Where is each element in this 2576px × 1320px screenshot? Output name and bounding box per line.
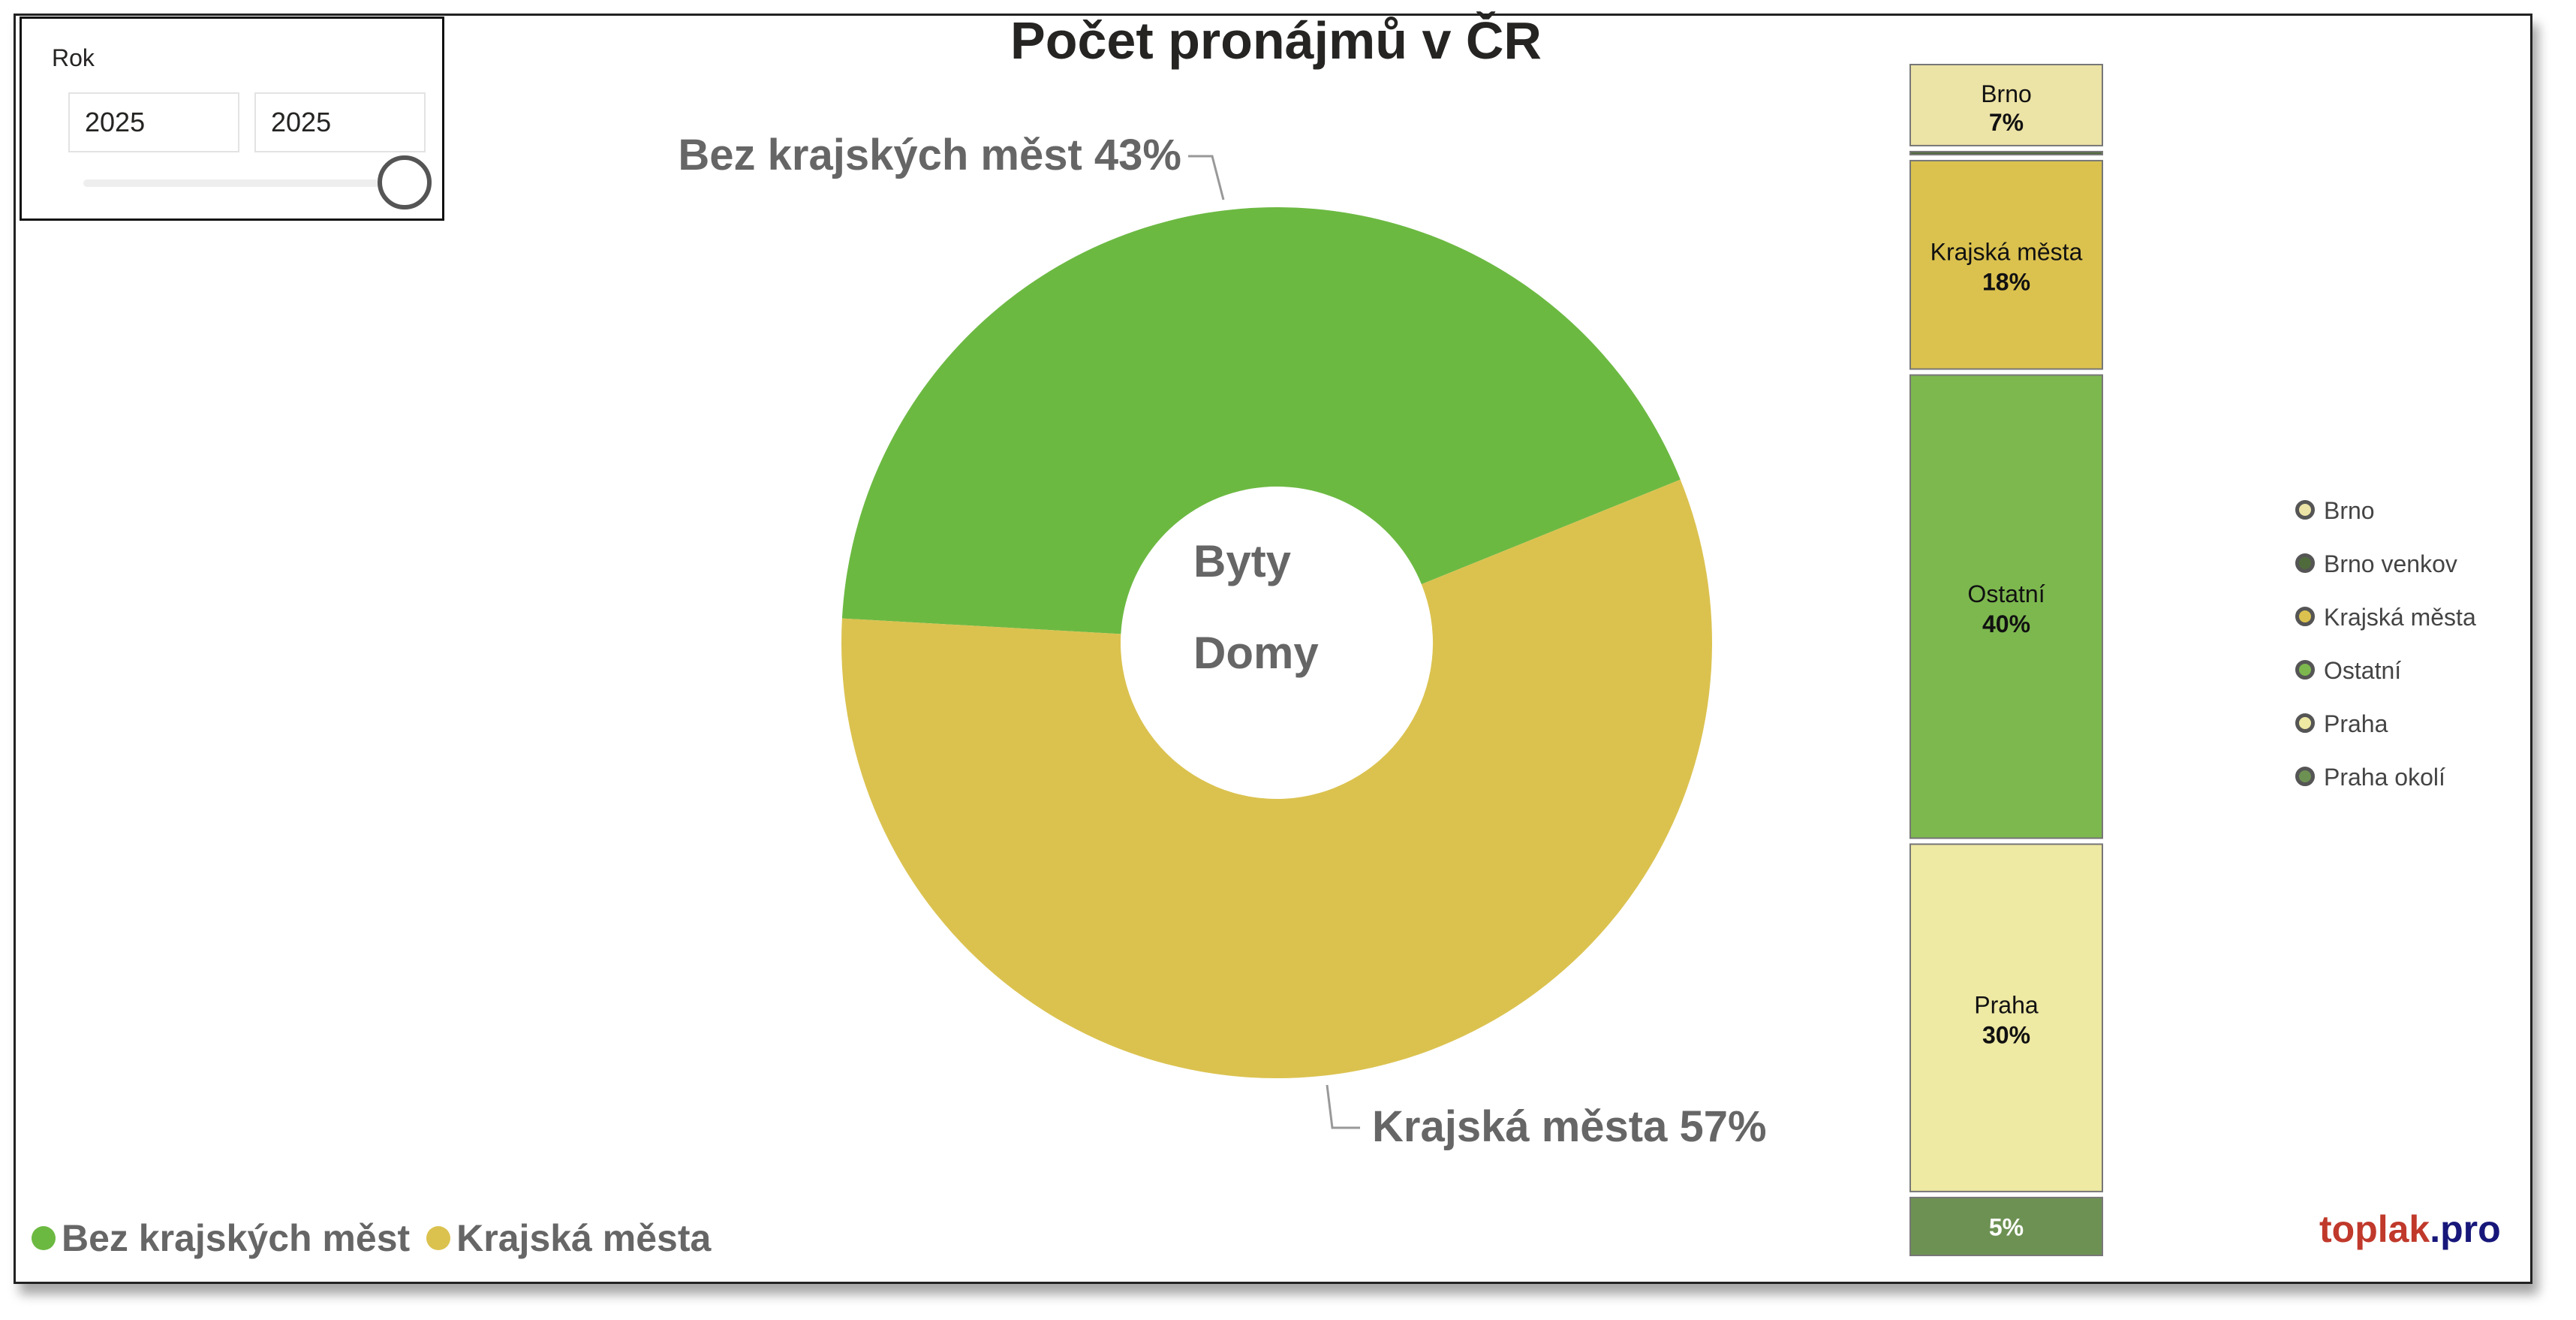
legend-swatch [32, 1225, 56, 1250]
legend-label: Brno [2324, 497, 2375, 524]
slider-track[interactable] [83, 179, 406, 187]
segment-name-label: Krajská města [1930, 239, 2083, 266]
leader-line [1326, 1084, 1360, 1129]
slider-handle[interactable] [378, 155, 432, 209]
legend-item[interactable]: Bez krajských měst [32, 1216, 410, 1260]
segment-value-label: 40% [1982, 610, 2030, 637]
year-slicer: Rok 2025 2025 [20, 17, 444, 221]
center-label-domy[interactable]: Domy [1193, 628, 1319, 678]
legend-swatch [2295, 660, 2315, 680]
leader-line [1188, 155, 1225, 200]
stack-segment[interactable] [1909, 159, 2103, 370]
brand-logo: toplak.pro [2319, 1207, 2501, 1251]
year-to-input[interactable]: 2025 [254, 92, 426, 152]
legend-label: Praha okolí [2324, 764, 2445, 791]
segment-value-label: 7% [1989, 109, 2024, 136]
legend-label: Krajská města [2324, 604, 2476, 631]
segment-value-label: 5% [1989, 1213, 2024, 1240]
stack-segment[interactable] [1909, 843, 2103, 1192]
stack-segment[interactable] [1909, 150, 2103, 155]
legend-item[interactable]: Krajská města [426, 1216, 711, 1260]
legend-swatch [2295, 713, 2315, 733]
segment-value-label: 30% [1982, 1022, 2030, 1049]
stack-segment[interactable] [1909, 64, 2103, 146]
stack-segment[interactable] [1909, 1196, 2103, 1257]
legend-swatch [426, 1225, 451, 1250]
segment-value-label: 18% [1982, 269, 2030, 296]
year-from-input[interactable]: 2025 [68, 92, 239, 152]
legend-label: Krajská města [456, 1217, 712, 1259]
legend-swatch [2295, 607, 2315, 626]
chart-title: Počet pronájmů v ČR [1010, 11, 1542, 70]
legend-label: Bez krajských měst [62, 1217, 411, 1259]
segment-name-label: Ostatní [1967, 580, 2045, 607]
segment-name-label: Praha [1974, 992, 2039, 1019]
slicer-title: Rok [52, 44, 95, 71]
brand-part1: toplak [2319, 1208, 2430, 1250]
donut-slice[interactable] [841, 206, 1681, 634]
center-label-byty[interactable]: Byty [1193, 536, 1292, 586]
legend-swatch [2295, 767, 2315, 786]
legend-swatch [2295, 553, 2315, 573]
legend-label: Praha [2324, 710, 2388, 737]
donut-legend: Bez krajských měst Krajská města [32, 1216, 727, 1266]
donut-data-label: Bez krajských měst 43% [678, 131, 1181, 179]
legend-label: Ostatní [2324, 657, 2402, 684]
segment-name-label: Brno [1981, 80, 2032, 107]
donut-chart: Bez krajských měst 43% Krajská města 57% [678, 131, 1766, 1151]
legend-swatch [2295, 500, 2315, 520]
stack-segment[interactable] [1909, 374, 2103, 839]
legend-label: Brno venkov [2324, 550, 2457, 577]
donut-slice[interactable] [841, 479, 1712, 1078]
brand-part2: .pro [2430, 1208, 2501, 1250]
donut-data-label: Krajská města 57% [1372, 1102, 1767, 1151]
